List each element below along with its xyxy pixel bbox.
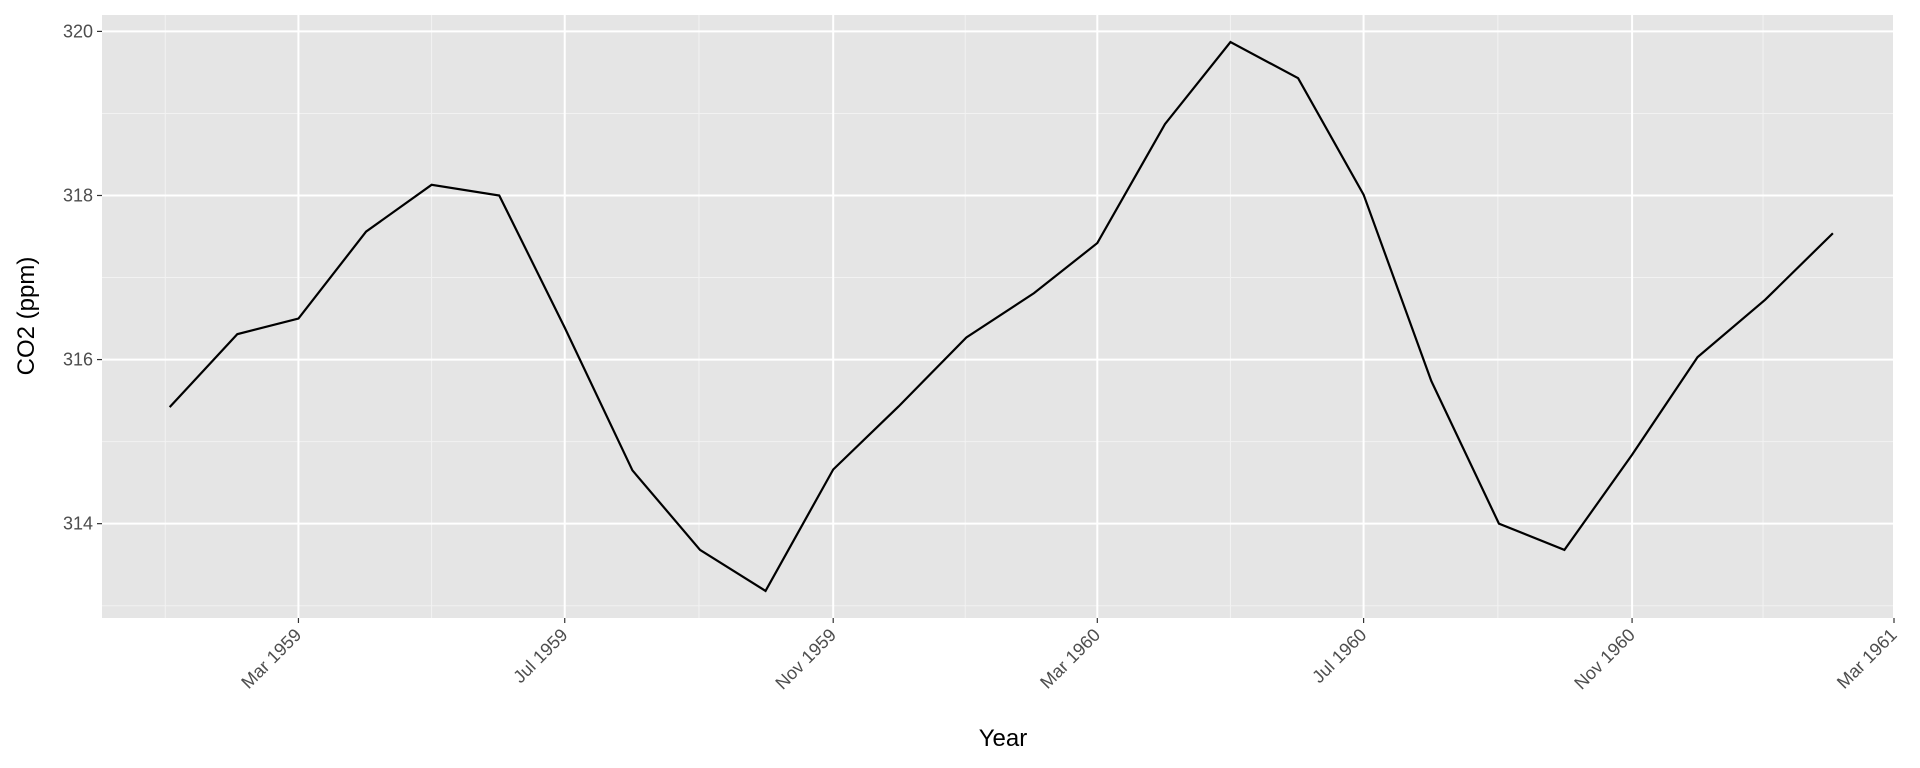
x-tick-label: Mar 1960 — [1036, 625, 1104, 693]
x-tick-label: Nov 1960 — [1570, 625, 1639, 694]
x-tick-label: Nov 1959 — [771, 625, 840, 694]
y-tick-label: 314 — [63, 514, 93, 534]
y-tick-label: 320 — [63, 21, 93, 41]
y-axis-title: CO2 (ppm) — [13, 257, 40, 376]
y-tick-label: 318 — [63, 185, 93, 205]
y-tick-label: 316 — [63, 350, 93, 370]
x-tick-label: Jul 1959 — [509, 625, 571, 687]
x-tick-label: Mar 1961 — [1833, 625, 1901, 693]
x-tick-label: Mar 1959 — [237, 625, 305, 693]
line — [168, 40, 1834, 593]
x-axis-title: Year — [979, 725, 1028, 752]
x-tick-label: Jul 1960 — [1308, 625, 1370, 687]
